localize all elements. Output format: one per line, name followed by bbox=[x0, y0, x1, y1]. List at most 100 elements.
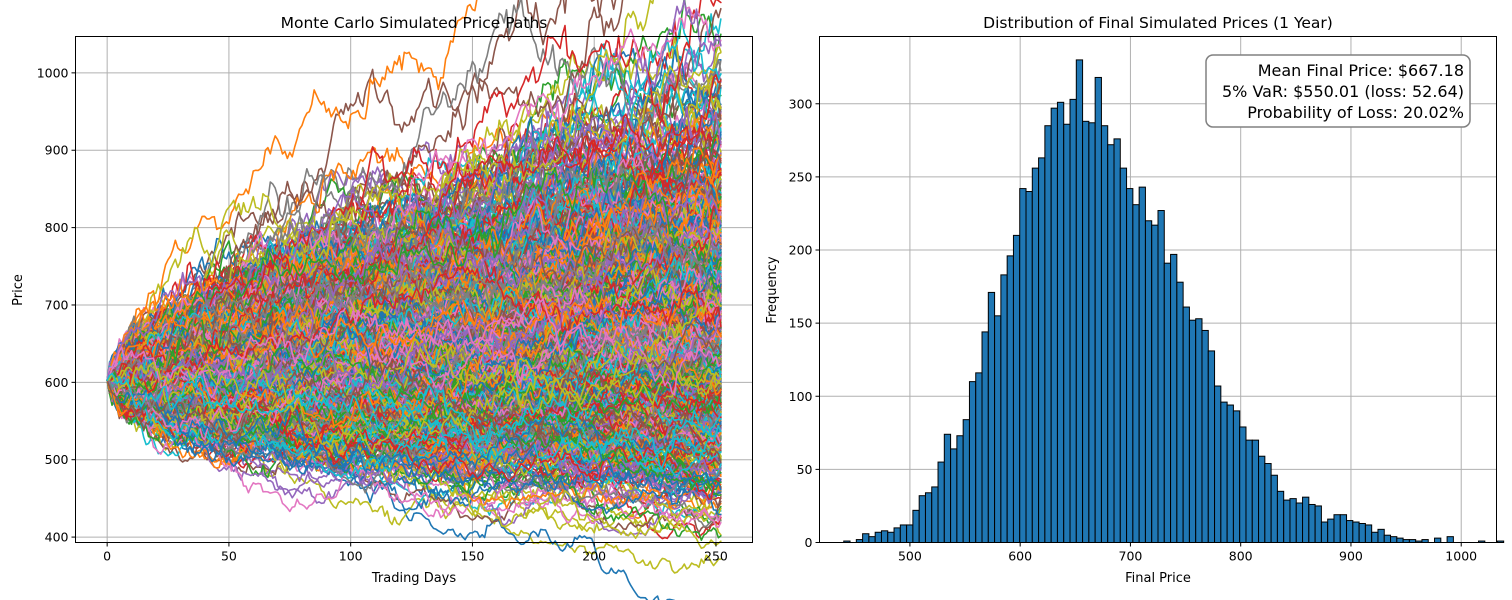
histogram-bar bbox=[924, 492, 933, 543]
histogram-bar bbox=[1346, 520, 1354, 543]
price-path-line bbox=[106, 358, 722, 515]
right-axes-frame bbox=[819, 36, 1497, 543]
histogram-bar bbox=[1144, 220, 1153, 544]
price-path-line bbox=[106, 345, 722, 491]
histogram-bar bbox=[1308, 503, 1316, 544]
price-path-line bbox=[106, 295, 722, 416]
statistics-annotation-box: Mean Final Price: $667.18 5% VaR: $550.0… bbox=[1205, 54, 1471, 128]
left-y-tick-label-800: 800 bbox=[45, 220, 69, 235]
right-x-tick-label-700: 700 bbox=[1119, 549, 1143, 564]
histogram-bar bbox=[1201, 329, 1209, 544]
histogram-bar bbox=[1063, 123, 1071, 543]
histogram-bar bbox=[1446, 536, 1454, 544]
histogram-bar bbox=[906, 524, 914, 544]
price-path-line bbox=[106, 0, 722, 382]
right-y-tick-label-250: 250 bbox=[789, 169, 813, 184]
histogram-bar bbox=[1019, 188, 1027, 543]
histogram-bar bbox=[1195, 318, 1203, 543]
histogram-bar bbox=[880, 530, 889, 543]
histogram-bar bbox=[1119, 167, 1128, 543]
histogram-bar bbox=[937, 461, 945, 544]
histogram-bar bbox=[1434, 537, 1442, 543]
histogram-bar bbox=[1151, 224, 1159, 543]
histogram-bar bbox=[1176, 281, 1184, 543]
left-y-tick-label-600: 600 bbox=[45, 375, 69, 390]
right-chart-title: Distribution of Final Simulated Prices (… bbox=[983, 14, 1333, 32]
right-x-tick-label-500: 500 bbox=[898, 549, 922, 564]
histogram-bar bbox=[962, 419, 970, 543]
histogram-bar bbox=[956, 435, 964, 543]
right-x-tick-label-900: 900 bbox=[1339, 549, 1363, 564]
histogram-bar bbox=[1214, 385, 1222, 543]
histogram-bar bbox=[1188, 319, 1197, 543]
right-x-tick-label-1000: 1000 bbox=[1445, 549, 1477, 564]
histogram-bar bbox=[1339, 514, 1348, 544]
right-y-tick-label-150: 150 bbox=[789, 316, 813, 331]
histogram-bar bbox=[1270, 474, 1278, 544]
left-y-tick-label-900: 900 bbox=[45, 143, 69, 158]
histogram-bar bbox=[1094, 76, 1102, 543]
histogram-bar bbox=[1012, 234, 1021, 543]
histogram-bar bbox=[1226, 404, 1234, 543]
left-x-tick-label-50: 50 bbox=[221, 549, 237, 564]
left-y-tick-label-700: 700 bbox=[45, 297, 69, 312]
histogram-bar bbox=[1314, 505, 1322, 544]
histogram-bar bbox=[987, 291, 996, 544]
histogram-bar bbox=[1044, 125, 1052, 544]
histogram-bar bbox=[1496, 540, 1505, 543]
histogram-bar bbox=[943, 433, 952, 543]
histogram-bar bbox=[1352, 521, 1360, 544]
histogram-bar bbox=[1390, 536, 1398, 544]
histogram-bar bbox=[931, 486, 939, 543]
histogram-bar bbox=[912, 509, 920, 543]
left-x-tick-label-250: 250 bbox=[704, 549, 728, 564]
left-price-paths bbox=[106, 0, 722, 600]
left-x-tick-label-200: 200 bbox=[582, 549, 606, 564]
left-x-tick-label-0: 0 bbox=[103, 549, 111, 564]
histogram-bar bbox=[1320, 521, 1329, 544]
right-y-tick-label-300: 300 bbox=[789, 96, 813, 111]
histogram-bar bbox=[1333, 514, 1341, 544]
price-path-line bbox=[106, 161, 722, 409]
histogram-bar bbox=[1075, 59, 1084, 544]
histogram-bar bbox=[1006, 255, 1014, 544]
histogram-bar bbox=[1327, 518, 1335, 543]
histogram-bar bbox=[918, 495, 926, 544]
histogram-bar bbox=[1031, 167, 1040, 543]
price-path-line bbox=[106, 0, 478, 382]
left-y-tick-label-400: 400 bbox=[45, 530, 69, 545]
right-x-tick-label-600: 600 bbox=[1008, 549, 1032, 564]
left-price-paths-chart: 0 50 100 150 200 250 400 500 600 700 800 900 1000 Mo… bbox=[11, 0, 753, 600]
histogram-bar bbox=[1358, 522, 1366, 543]
price-path-line bbox=[106, 222, 722, 389]
histogram-bar bbox=[1082, 120, 1090, 543]
price-path-line bbox=[106, 302, 722, 390]
histogram-bar bbox=[1069, 98, 1077, 543]
price-path-line bbox=[106, 370, 722, 489]
histogram-bar bbox=[1383, 534, 1392, 544]
price-path-line bbox=[106, 334, 722, 437]
mean-final-price-text: Mean Final Price: $667.18 bbox=[1258, 61, 1464, 80]
price-path-line bbox=[106, 288, 722, 454]
histogram-bar bbox=[887, 531, 895, 544]
histogram-bar bbox=[1088, 122, 1096, 543]
histogram-bar bbox=[862, 533, 870, 543]
histogram-bar bbox=[1157, 210, 1165, 543]
histogram-bar bbox=[1371, 531, 1379, 544]
histogram-bar bbox=[975, 372, 983, 543]
histogram-bar bbox=[994, 315, 1002, 543]
histogram-bar bbox=[968, 381, 977, 543]
left-y-tick-label-500: 500 bbox=[45, 452, 69, 467]
histogram-bar bbox=[868, 536, 876, 544]
statistics-box-frame bbox=[1205, 54, 1471, 128]
price-path-line bbox=[106, 323, 722, 453]
histogram-bar bbox=[1000, 274, 1008, 543]
left-axis-ticks: 0 50 100 150 200 250 400 500 600 700 800 900 1000 bbox=[37, 65, 728, 563]
price-path-line bbox=[106, 157, 722, 404]
histogram-bar bbox=[1251, 439, 1260, 544]
histogram-bar bbox=[1239, 426, 1247, 543]
right-y-axis-label: Frequency bbox=[765, 256, 780, 323]
right-axis-ticks: 500 600 700 800 900 1000 0 50 100 150 200 250 300 bbox=[789, 96, 1478, 563]
